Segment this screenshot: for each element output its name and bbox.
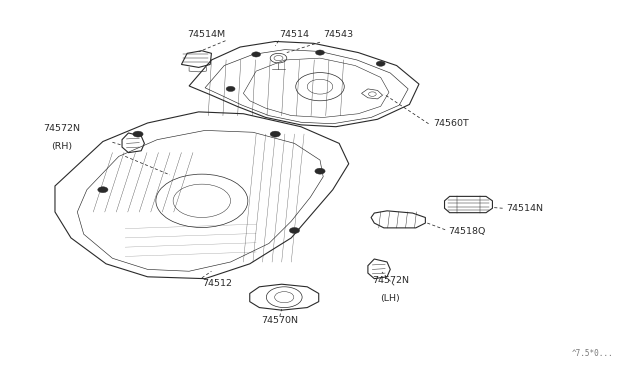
Text: 74514N: 74514N [506, 204, 543, 213]
Circle shape [289, 228, 300, 234]
Circle shape [252, 52, 260, 57]
Text: 74572N: 74572N [43, 124, 80, 134]
Text: 74514M: 74514M [188, 30, 225, 39]
Text: 74518Q: 74518Q [448, 227, 485, 236]
Text: (RH): (RH) [51, 142, 72, 151]
Text: 74560T: 74560T [433, 119, 468, 128]
Circle shape [98, 187, 108, 193]
Circle shape [316, 50, 324, 55]
Circle shape [226, 86, 235, 92]
Text: 74512: 74512 [202, 279, 232, 288]
Circle shape [133, 131, 143, 137]
Circle shape [270, 131, 280, 137]
Text: (LH): (LH) [380, 294, 400, 303]
Circle shape [376, 61, 385, 66]
Text: ^7.5*0...: ^7.5*0... [572, 349, 614, 358]
Text: 74572N: 74572N [372, 276, 409, 285]
Text: 74570N: 74570N [261, 317, 298, 326]
Text: 74543: 74543 [323, 30, 353, 39]
Circle shape [315, 168, 325, 174]
Text: 74514: 74514 [279, 30, 309, 39]
